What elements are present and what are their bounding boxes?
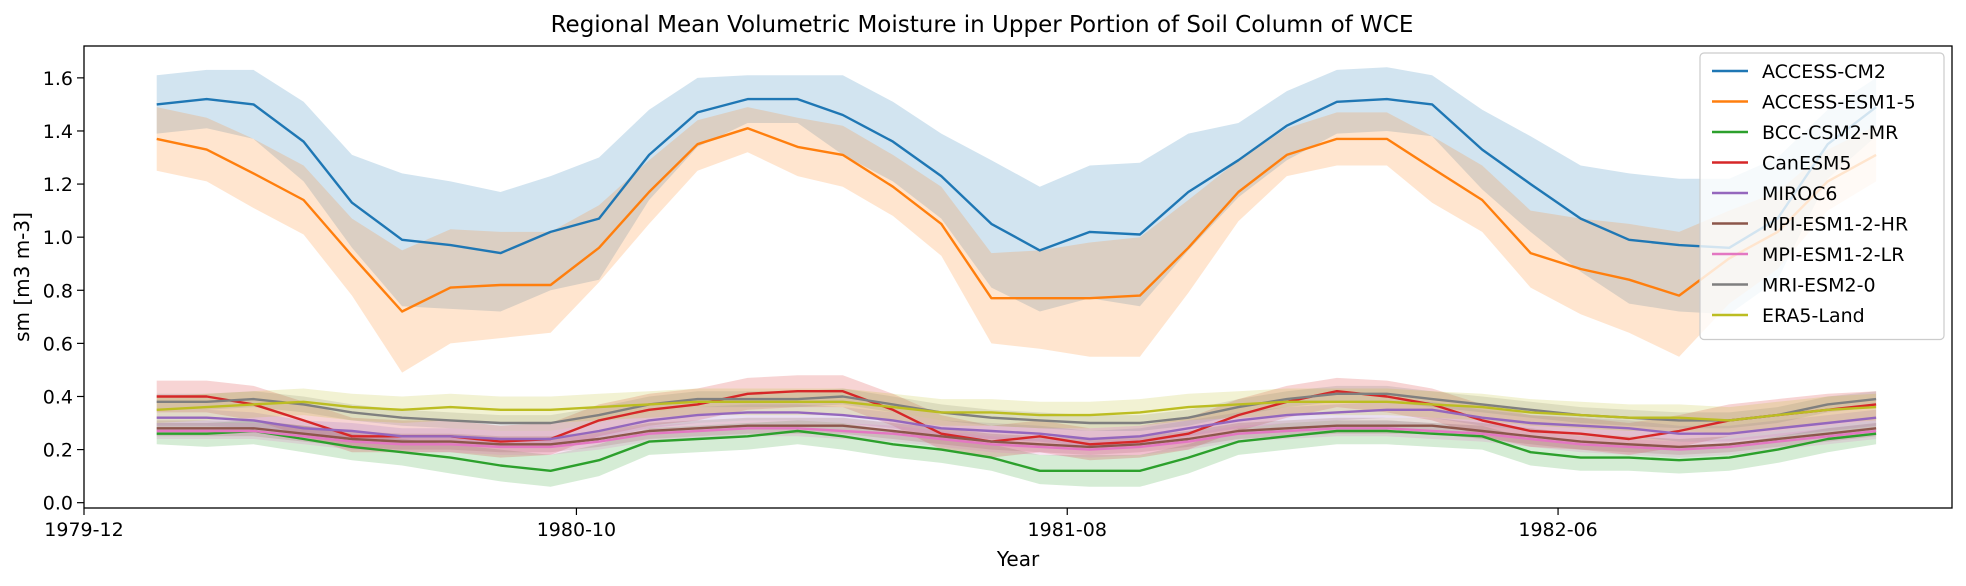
legend-label-access-cm2: ACCESS-CM2 — [1762, 61, 1886, 83]
series-line-mpi-esm1-2-lr — [156, 427, 1877, 451]
legend-label-bcc-csm2-mr: BCC-CSM2-MR — [1762, 122, 1898, 144]
legend-label-mri-esm2-0: MRI-ESM2-0 — [1762, 275, 1876, 297]
x-tick-label: 1980-10 — [537, 519, 616, 541]
band-mri-esm2-0 — [156, 385, 1877, 431]
legend-label-miroc6: MIROC6 — [1762, 183, 1838, 205]
lines-layer — [156, 97, 1877, 472]
legend-label-mpi-esm1-2-hr: MPI-ESM1-2-HR — [1762, 214, 1908, 236]
legend-label-era5-land: ERA5-Land — [1762, 305, 1865, 327]
series-line-miroc6 — [156, 408, 1877, 441]
y-tick-label: 0.6 — [43, 333, 73, 355]
series-line-access-esm1-5 — [156, 127, 1877, 313]
legend-label-access-esm1-5: ACCESS-ESM1-5 — [1762, 92, 1916, 114]
legend-label-mpi-esm1-2-lr: MPI-ESM1-2-LR — [1762, 244, 1904, 266]
plot-frame — [83, 45, 1953, 509]
y-tick-label: 0.8 — [43, 280, 73, 302]
x-axis-title: Year — [996, 547, 1040, 571]
band-canesm5 — [156, 375, 1877, 461]
y-tick-label: 0.0 — [43, 493, 73, 515]
series-line-mpi-esm1-2-hr — [156, 424, 1877, 449]
y-axis: 0.0 0.2 0.4 0.6 0.8 1.0 1.2 1.4 1.6 — [43, 68, 84, 515]
legend: ACCESS-CM2 ACCESS-ESM1-5 BCC-CSM2-MR CanESM… — [1699, 52, 1945, 341]
band-bcc-csm2-mr — [156, 420, 1877, 487]
series-line-bcc-csm2-mr — [156, 429, 1877, 472]
chart-title: Regional Mean Volumetric Moisture in Upp… — [551, 12, 1414, 38]
x-tick-label: 1979-12 — [44, 519, 123, 541]
bands-layer — [156, 67, 1877, 487]
legend-box — [1699, 52, 1945, 341]
x-axis: 1979-12 1980-10 1981-08 1982-06 — [44, 508, 1598, 541]
y-tick-label: 0.2 — [43, 440, 73, 462]
legend-label-canesm5: CanESM5 — [1762, 153, 1852, 175]
y-tick-label: 1.2 — [43, 174, 73, 196]
x-tick-label: 1981-08 — [1028, 519, 1107, 541]
y-tick-label: 1.0 — [43, 227, 73, 249]
y-axis-title: sm [m3 m-3] — [10, 212, 34, 342]
x-tick-label: 1982-06 — [1518, 519, 1597, 541]
y-tick-label: 0.4 — [43, 386, 73, 408]
band-access-cm2 — [156, 67, 1877, 315]
band-access-esm1-5 — [156, 107, 1877, 373]
y-tick-label: 1.4 — [43, 121, 73, 143]
series-line-era5-land — [156, 400, 1877, 422]
y-tick-label: 1.6 — [43, 68, 73, 90]
series-line-access-cm2 — [156, 97, 1877, 255]
